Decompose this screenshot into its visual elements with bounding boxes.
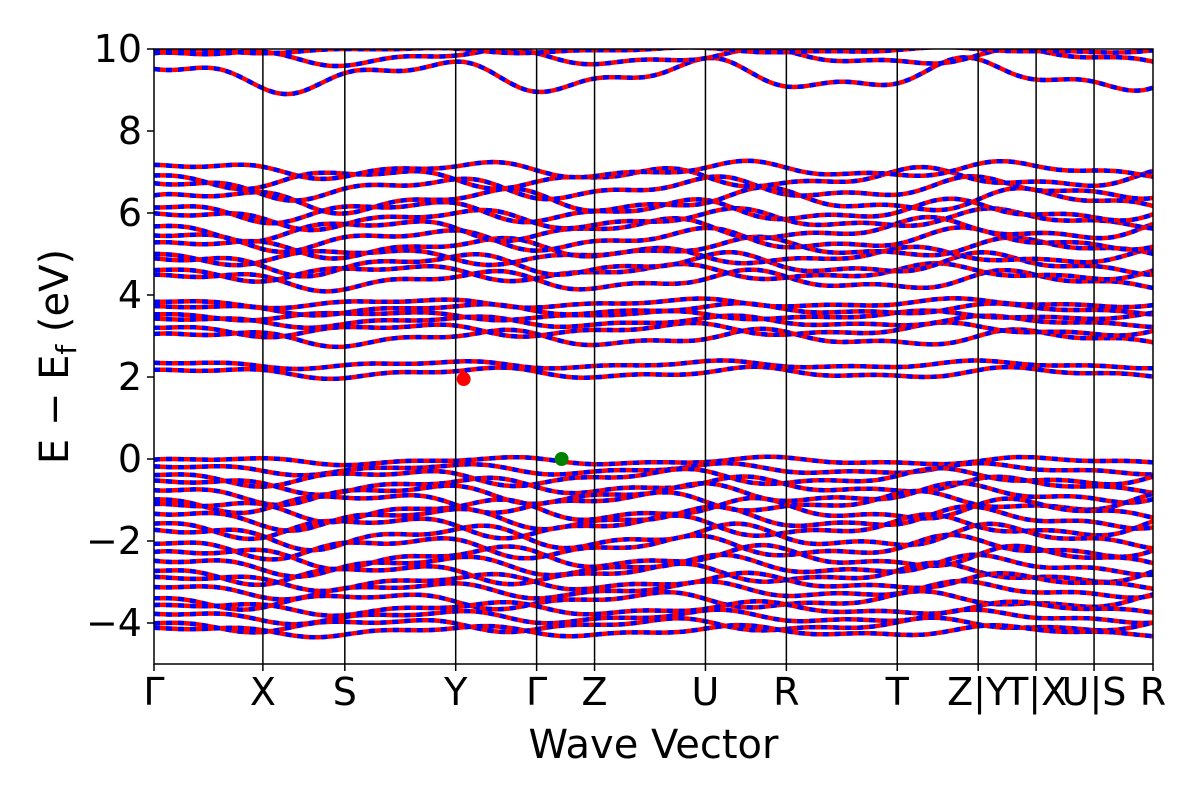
x-axis-label: Wave Vector	[529, 722, 780, 768]
y-tick-label: 4	[118, 273, 142, 317]
y-axis-label: E − Ef (eV)	[32, 249, 83, 464]
valence-band-10-blue	[154, 532, 1153, 562]
x-tick-label: Γ	[526, 670, 547, 714]
x-tick-label: U|S	[1062, 670, 1127, 715]
x-tick-label: T	[885, 670, 910, 714]
valence-band-19-blue	[154, 615, 1153, 635]
valence-band-20-red	[154, 622, 1153, 640]
bands-layer	[154, 49, 1153, 640]
conduction-band-22-red	[154, 358, 1153, 372]
vbm-marker	[554, 452, 569, 466]
conduction-band-38-blue	[154, 184, 1153, 216]
x-tick-label: Z	[582, 670, 608, 714]
y-axis-ticks: −4 −2 0 2 4 6 8 10	[86, 27, 154, 645]
extrema-markers	[456, 372, 569, 466]
x-tick-label: T|X	[1004, 670, 1067, 715]
y-tick-label: −4	[86, 601, 142, 645]
conduction-band-31-blue	[154, 249, 1153, 279]
y-tick-label: −2	[86, 519, 142, 563]
conduction-band-23-blue	[154, 326, 1153, 350]
x-tick-label: R	[1140, 670, 1166, 714]
conduction-band-27-red	[154, 301, 1153, 318]
x-tick-label: U	[692, 670, 720, 714]
x-axis-ticks: Γ X S Y Γ Z U R T Z|YT|XU|S R	[143, 664, 1166, 715]
valence-band-0-red	[154, 454, 1153, 468]
valence-band-13-blue	[154, 560, 1153, 588]
conduction-band-41-blue	[154, 158, 1153, 182]
y-tick-label: 2	[118, 355, 142, 399]
y-tick-label: 6	[118, 191, 142, 235]
conduction-band-43-blue	[154, 49, 1153, 69]
x-tick-label: Y	[443, 670, 468, 714]
conduction-band-34-blue	[154, 225, 1153, 255]
x-tick-label: Z|Y	[947, 670, 1010, 715]
high-symmetry-lines	[262, 49, 1095, 664]
valence-band-17-red	[154, 599, 1153, 619]
valence-band-8-blue	[154, 512, 1153, 542]
y-axis-label-unit: (eV)	[32, 249, 78, 345]
plot-frame	[153, 48, 1154, 665]
y-tick-label: 8	[118, 109, 142, 153]
conduction-band-32-blue	[154, 244, 1153, 268]
y-tick-label: 10	[94, 27, 142, 71]
conduction-band-21-red	[154, 364, 1153, 382]
y-tick-label: 0	[118, 437, 142, 481]
cbm-marker	[456, 372, 471, 387]
y-axis-label-main: E − E	[32, 355, 78, 465]
valence-band-11-blue	[154, 542, 1153, 572]
valence-band-15-blue	[154, 578, 1153, 602]
y-axis-label-subscript: f	[50, 344, 83, 355]
x-tick-label: R	[773, 670, 799, 714]
x-tick-label: X	[250, 670, 276, 714]
conduction-band-33-blue	[154, 234, 1153, 261]
x-tick-label: Γ	[143, 670, 164, 714]
conduction-band-42-blue	[154, 55, 1153, 97]
conduction-band-39-blue	[154, 174, 1153, 203]
conduction-band-40-blue	[154, 164, 1153, 192]
valence-band-5-blue	[154, 488, 1153, 516]
x-tick-label: S	[333, 670, 357, 714]
conduction-band-28-red	[154, 296, 1153, 311]
